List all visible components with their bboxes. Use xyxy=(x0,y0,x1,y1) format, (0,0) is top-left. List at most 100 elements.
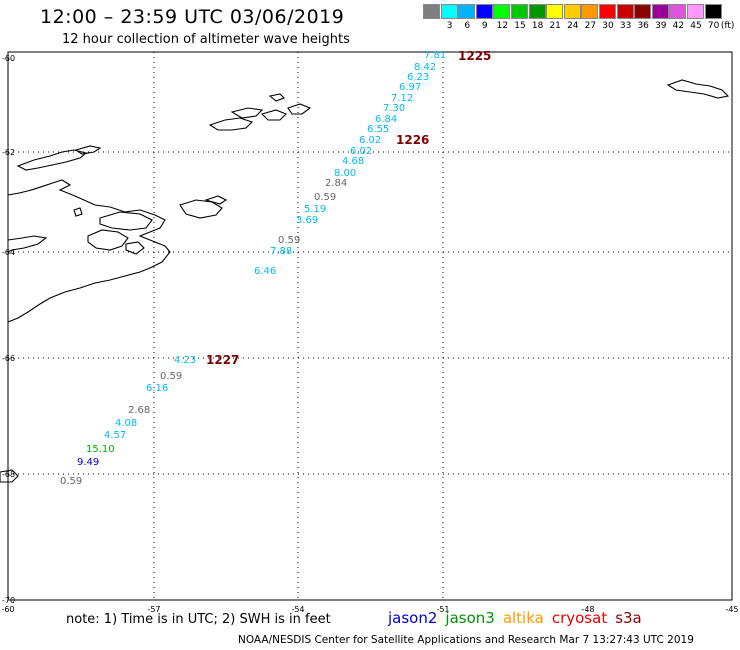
color-scale-unit: (ft) xyxy=(720,21,735,31)
south-shetland-2 xyxy=(74,145,102,155)
scotia-island-1 xyxy=(208,117,254,131)
color-swatch xyxy=(669,4,687,19)
wave-height-value: 4.23 xyxy=(174,355,196,366)
james-ross-island xyxy=(87,229,129,251)
credit-line: NOAA/NESDIS Center for Satellite Applica… xyxy=(238,634,694,646)
satellite-legend: jason2 jason3 altika cryosat s3a xyxy=(388,609,650,627)
color-scale-label: 15 xyxy=(514,21,526,31)
color-scale-label: 45 xyxy=(690,21,702,31)
color-scale-label: 3 xyxy=(446,21,453,31)
antarctic-peninsula-coast xyxy=(7,179,171,323)
longitude-label: -57 xyxy=(147,605,160,614)
color-scale-label: 21 xyxy=(549,21,561,31)
wave-height-value: 7.88 xyxy=(270,246,292,257)
wave-height-value: 6.23 xyxy=(407,72,429,83)
color-scale-label: 36 xyxy=(637,21,649,31)
color-swatch xyxy=(599,4,616,19)
wave-height-value: 5.19 xyxy=(304,204,326,215)
joinville-island xyxy=(99,211,153,231)
south-orkney-islands xyxy=(666,79,730,99)
color-swatch xyxy=(511,4,528,19)
satellite-legend-item: jason2 xyxy=(388,609,438,627)
color-swatch xyxy=(440,4,458,19)
color-swatch xyxy=(651,4,669,19)
color-scale-label: 27 xyxy=(584,21,597,31)
color-swatch xyxy=(581,4,599,19)
color-scale-label: 70 xyxy=(707,21,720,31)
scotia-island-3 xyxy=(260,109,287,121)
color-swatch xyxy=(528,4,546,19)
color-scale-label: 24 xyxy=(567,21,579,31)
color-swatch xyxy=(634,4,652,19)
track-time-labels: 1225 1226 1227 xyxy=(206,49,491,367)
wave-height-value: 7.81 xyxy=(424,50,446,61)
wave-height-value: 4.08 xyxy=(115,418,137,429)
color-scale-label: 39 xyxy=(655,21,667,31)
color-scale-label: 42 xyxy=(672,21,685,31)
wave-height-value: 15.10 xyxy=(86,444,115,455)
color-scale-label: 18 xyxy=(531,21,544,31)
small-island-2 xyxy=(73,207,83,217)
clarence-island xyxy=(204,195,228,205)
latitude-label: -64 xyxy=(2,248,15,257)
wave-height-value: 6.46 xyxy=(254,266,276,277)
color-swatch xyxy=(458,4,476,19)
track-time-label: 1226 xyxy=(396,133,429,147)
scotia-island-4 xyxy=(287,103,312,115)
color-scale-label: 9 xyxy=(481,21,488,31)
track-time-label: 1225 xyxy=(458,49,491,63)
wave-height-value: 7.12 xyxy=(391,93,413,104)
color-swatch xyxy=(475,4,493,19)
coastlines xyxy=(0,79,730,483)
longitude-label: -51 xyxy=(436,605,449,614)
wave-height-value: 3.69 xyxy=(296,215,318,226)
wave-height-value: 0.59 xyxy=(60,476,82,487)
latitude-label: -60 xyxy=(2,54,15,63)
page-title: 12:00 – 23:59 UTC 03/06/2019 xyxy=(40,6,345,28)
wave-height-value: 8.42 xyxy=(414,62,436,73)
color-swatch xyxy=(423,4,440,19)
satellite-legend-item: altika xyxy=(502,609,544,627)
wave-height-value: 0.59 xyxy=(160,371,182,382)
color-swatch xyxy=(704,4,722,19)
satellite-legend-item: cryosat xyxy=(551,609,608,627)
scotia-island-5 xyxy=(268,93,285,102)
longitude-label: -60 xyxy=(1,605,14,614)
color-swatch xyxy=(563,4,581,19)
color-scale-label: 30 xyxy=(602,21,614,31)
south-shetland-1 xyxy=(16,149,88,171)
wave-height-value: 2.84 xyxy=(325,178,347,189)
wave-height-value: 0.59 xyxy=(278,235,300,246)
wave-height-value: 0.59 xyxy=(314,192,336,203)
wave-height-value: 7.30 xyxy=(383,103,405,114)
scotia-island-2 xyxy=(230,107,264,119)
latitude-labels: -60 -62 -64 -66 -68 -70 xyxy=(2,54,15,605)
latitude-label: -70 xyxy=(2,596,15,605)
wave-height-value: 9.49 xyxy=(77,457,99,468)
wave-height-value: 6.02 xyxy=(350,146,372,157)
wave-height-value: 8.00 xyxy=(334,168,356,179)
wave-height-value: 4.57 xyxy=(104,430,126,441)
wave-height-value: 6.02 xyxy=(359,135,381,146)
wave-height-value: 2.68 xyxy=(128,405,150,416)
wave-height-value: 6.55 xyxy=(367,124,389,135)
longitude-label: -48 xyxy=(581,605,594,614)
wave-height-values: 7.818.426.236.977.127.306.846.556.026.02… xyxy=(60,50,446,487)
small-island-1 xyxy=(125,241,145,255)
color-scale-label: 33 xyxy=(619,21,632,31)
map-frame xyxy=(7,51,733,601)
elephant-island xyxy=(179,199,223,219)
latitude-label: -66 xyxy=(2,354,15,363)
longitude-label: -54 xyxy=(291,605,304,614)
track-time-label: 1227 xyxy=(206,353,239,367)
color-swatch xyxy=(493,4,511,19)
longitude-labels: -60 -57 -54 -51 -48 -45 xyxy=(1,605,738,614)
peninsula-inner-coast xyxy=(7,235,48,253)
color-swatch xyxy=(616,4,634,19)
wave-height-value: 6.16 xyxy=(146,383,168,394)
latitude-label: -62 xyxy=(2,148,15,157)
color-scale-label: 6 xyxy=(464,21,471,31)
footnote: note: 1) Time is in UTC; 2) SWH is in fe… xyxy=(66,612,331,627)
latitude-label: -68 xyxy=(2,470,15,479)
